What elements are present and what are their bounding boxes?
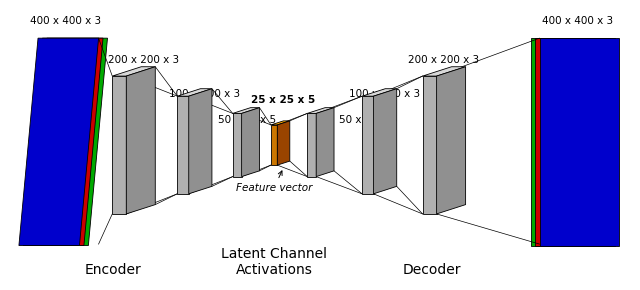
Text: 200 x 200 x 3: 200 x 200 x 3 (408, 55, 479, 65)
Polygon shape (374, 89, 397, 194)
Polygon shape (362, 89, 397, 96)
Polygon shape (277, 121, 290, 165)
Polygon shape (112, 67, 156, 76)
Polygon shape (177, 96, 189, 194)
Text: 50 x 50 x 5: 50 x 50 x 5 (339, 115, 397, 125)
Polygon shape (307, 113, 316, 177)
Polygon shape (540, 38, 619, 246)
Text: 50 x 50 x 5: 50 x 50 x 5 (218, 115, 276, 125)
Polygon shape (112, 76, 126, 214)
Polygon shape (362, 96, 374, 194)
Text: 100 x 100 x 3: 100 x 100 x 3 (169, 89, 240, 99)
Text: Encoder: Encoder (84, 263, 141, 277)
Text: 200 x 200 x 3: 200 x 200 x 3 (108, 55, 180, 65)
Text: 400 x 400 x 3: 400 x 400 x 3 (542, 16, 613, 26)
Polygon shape (233, 108, 259, 113)
Text: Feature vector: Feature vector (236, 171, 312, 193)
Text: 25 x 25 x 5: 25 x 25 x 5 (251, 95, 316, 105)
Polygon shape (233, 113, 242, 177)
Polygon shape (242, 108, 259, 177)
Polygon shape (307, 108, 334, 113)
Polygon shape (422, 76, 436, 214)
Text: 100 x 100 x 3: 100 x 100 x 3 (349, 89, 420, 99)
Polygon shape (189, 89, 212, 194)
Polygon shape (535, 38, 614, 246)
Polygon shape (24, 38, 103, 246)
Polygon shape (19, 38, 99, 246)
Polygon shape (316, 108, 334, 177)
Polygon shape (271, 125, 277, 165)
Text: Latent Channel
Activations: Latent Channel Activations (221, 247, 327, 277)
Polygon shape (177, 89, 212, 96)
Text: Decoder: Decoder (403, 263, 461, 277)
Text: 400 x 400 x 3: 400 x 400 x 3 (30, 16, 101, 26)
Polygon shape (531, 38, 611, 246)
Polygon shape (28, 38, 108, 246)
Polygon shape (436, 67, 466, 214)
Polygon shape (271, 121, 290, 125)
Polygon shape (422, 67, 466, 76)
Polygon shape (126, 67, 156, 214)
